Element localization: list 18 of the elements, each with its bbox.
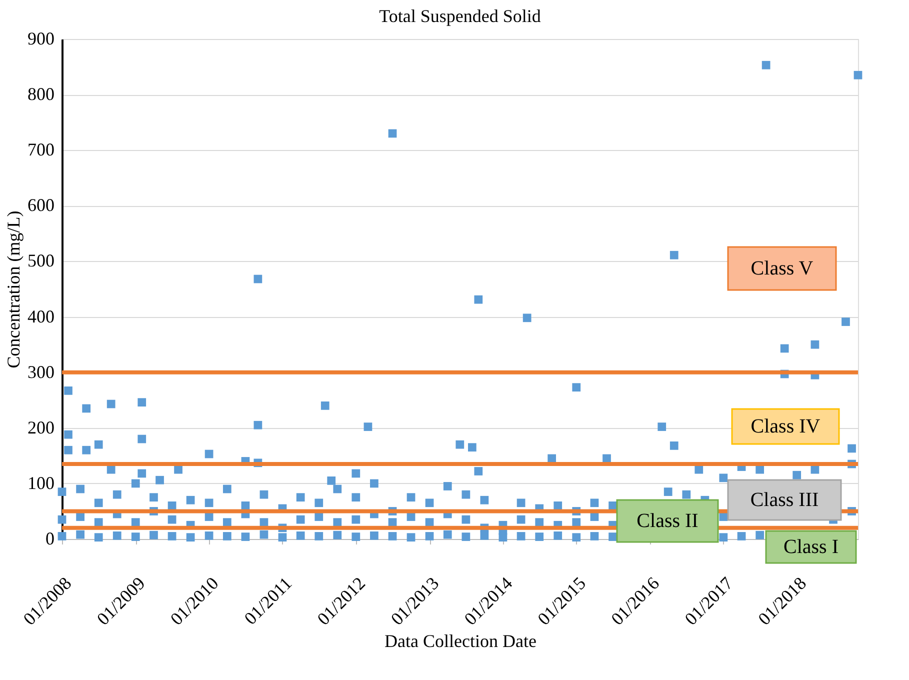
y-tick-label: 900 — [28, 28, 54, 48]
annotation: Class IV — [750, 416, 821, 438]
annotation: Class V — [750, 258, 814, 280]
x-axis-title: Data Collection Date — [384, 630, 536, 651]
y-tick-label: 100 — [28, 472, 54, 493]
annotation: Class II — [636, 510, 698, 532]
y-tick-label: 400 — [28, 306, 54, 326]
chart-title: Total Suspended Solid — [379, 6, 541, 26]
y-axis-title: Concentration (mg/L) — [4, 210, 24, 368]
y-tick-label: 600 — [28, 195, 54, 216]
y-tick-label: 700 — [28, 140, 54, 160]
y-tick-label: 300 — [28, 362, 54, 382]
y-tick-label: 0 — [46, 528, 54, 548]
annotation: Class I — [784, 536, 838, 558]
y-tick-label: 200 — [28, 417, 54, 438]
y-tick-label: 500 — [28, 250, 54, 271]
y-tick-label: 800 — [28, 84, 54, 104]
annotation: Class III — [750, 489, 819, 511]
